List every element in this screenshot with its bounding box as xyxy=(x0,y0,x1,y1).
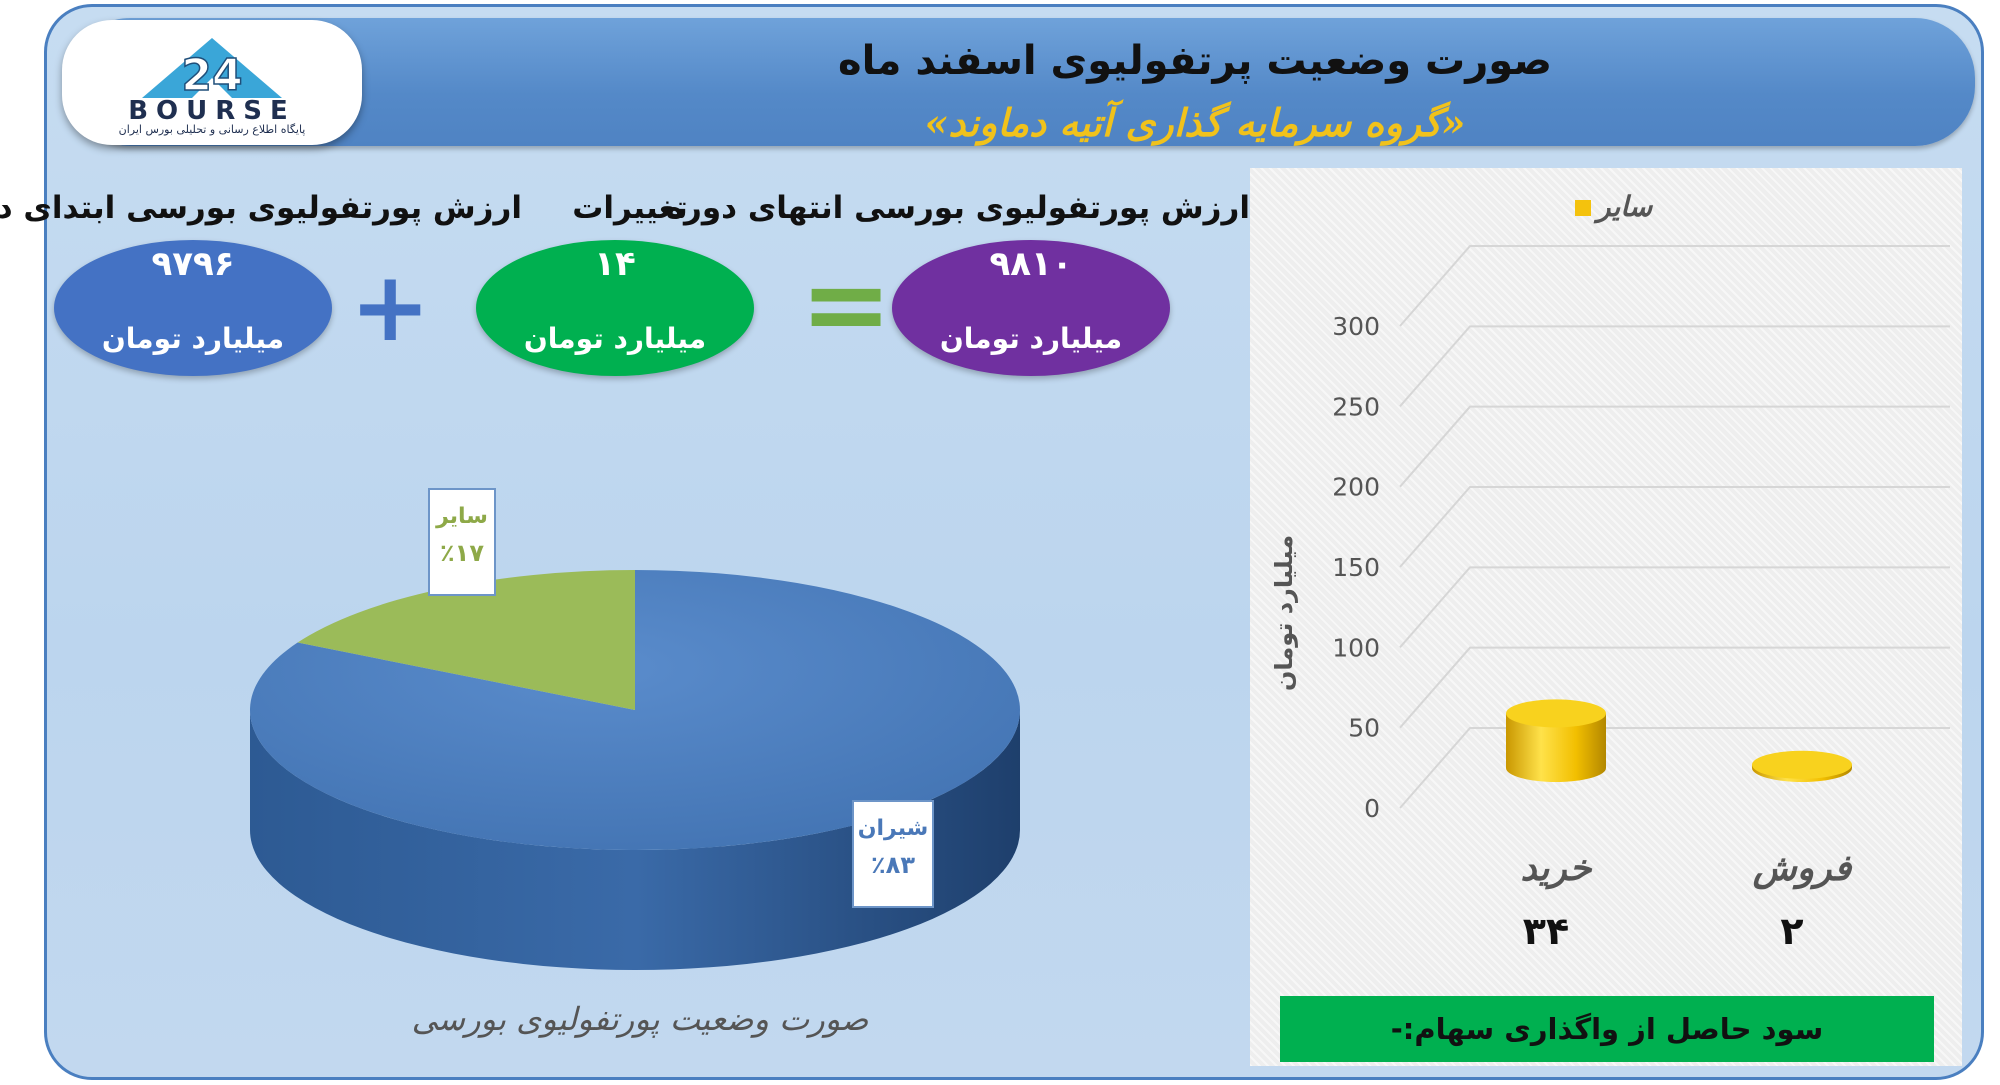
gridline xyxy=(1399,325,1950,407)
portfolio-pie-chart xyxy=(250,570,1020,970)
pie-label-main-value: ٪۸۳ xyxy=(871,851,915,879)
gridline xyxy=(1399,566,1950,648)
bar-y-tick-labels: 0 50 100 150 200 250 300 xyxy=(1332,312,1380,823)
end-value-unit: میلیارد تومان xyxy=(939,322,1123,355)
profit-banner: سود حاصل از واگذاری سهام:- xyxy=(1280,996,1934,1062)
plus-sign: + xyxy=(350,251,431,363)
y-tick-label: 50 xyxy=(1348,714,1380,743)
header-banner: صورت وضعیت پرتفولیوی اسفند ماه «گروه سرم… xyxy=(70,18,1975,146)
logo-tagline: پایگاه اطلاع رسانی و تحلیلی بورس ایران xyxy=(118,123,306,136)
bar-sell xyxy=(1752,750,1852,782)
pie-label-main-name: شیران xyxy=(857,816,929,841)
change-heading: تغییرات xyxy=(572,190,688,226)
bar-value-label: ۳۴ xyxy=(1523,909,1569,953)
pie-label-main: شیران ٪۸۳ xyxy=(852,800,934,908)
pie-slice-other xyxy=(297,570,635,710)
y-tick-label: 250 xyxy=(1332,392,1380,421)
logo-mountain-icon: 24 xyxy=(142,38,282,102)
bar-gridlines xyxy=(1399,245,1950,809)
trade-bar-chart: 0 50 100 150 200 250 300 خرید ۳۴ فروش ۲ میلیارد ت… xyxy=(1270,245,1950,953)
legend-swatch-icon xyxy=(1575,200,1591,216)
pie-label-other-value: ٪۱۷ xyxy=(440,539,484,567)
logo-wordmark: BOURSE xyxy=(128,96,296,126)
change-value: ۱۴ xyxy=(594,244,636,284)
y-tick-label: 100 xyxy=(1332,633,1380,662)
gridline xyxy=(1399,486,1950,568)
start-value-unit: میلیارد تومان xyxy=(101,322,285,355)
start-value-heading: ارزش پورتفولیوی بورسی ابتدای دوره xyxy=(0,190,522,226)
pie-label-other: سایر ٪۱۷ xyxy=(428,488,496,596)
bar-value-label: ۲ xyxy=(1780,909,1803,953)
page-subtitle: «گروه سرمایه گذاری آتیه دماوند» xyxy=(924,100,1466,145)
y-tick-label: 200 xyxy=(1332,473,1380,502)
bar-category-labels: خرید ۳۴ فروش ۲ xyxy=(1520,847,1853,953)
bar-chart-panel xyxy=(1250,168,1962,1066)
gridline xyxy=(1399,245,1950,327)
equals-sign: = xyxy=(800,240,893,368)
change-value-unit: میلیارد تومان xyxy=(523,322,707,355)
start-value-oval: ۹۷۹۶ میلیارد تومان xyxy=(54,240,332,376)
gridline xyxy=(1399,727,1950,809)
gridline xyxy=(1399,405,1950,488)
gridline xyxy=(1399,646,1950,729)
y-tick-label: 150 xyxy=(1332,553,1380,582)
pie-chart-title: صورت وضعیت پورتفولیوی بورسی xyxy=(411,1000,869,1038)
start-value: ۹۷۹۶ xyxy=(151,244,235,284)
y-tick-label: 0 xyxy=(1364,794,1380,823)
category-label: فروش xyxy=(1752,847,1853,890)
bar-chart-legend: سایر xyxy=(1575,190,1652,223)
bar-y-axis-label: میلیارد تومان xyxy=(1270,535,1298,691)
bar-buy xyxy=(1506,699,1606,782)
pie-label-other-name: سایر xyxy=(436,504,488,529)
pie-depth xyxy=(250,710,1020,970)
change-oval: ۱۴ میلیارد تومان xyxy=(476,240,754,376)
bourse-logo: 24 BOURSE پایگاه اطلاع رسانی و تحلیلی بو… xyxy=(62,20,362,145)
end-value-heading: ارزش پورتفولیوی بورسی انتهای دوره xyxy=(665,190,1250,226)
category-label: خرید xyxy=(1520,847,1593,890)
page-title: صورت وضعیت پرتفولیوی اسفند ماه xyxy=(838,38,1552,84)
end-value: ۹۸۱۰ xyxy=(989,244,1073,284)
bar-series xyxy=(1506,699,1852,782)
svg-text:24: 24 xyxy=(181,50,242,100)
pie-slice-shiran xyxy=(250,570,1020,850)
end-value-oval: ۹۸۱۰ میلیارد تومان xyxy=(892,240,1170,376)
y-tick-label: 300 xyxy=(1332,312,1380,341)
legend-entry: سایر xyxy=(1597,190,1653,223)
